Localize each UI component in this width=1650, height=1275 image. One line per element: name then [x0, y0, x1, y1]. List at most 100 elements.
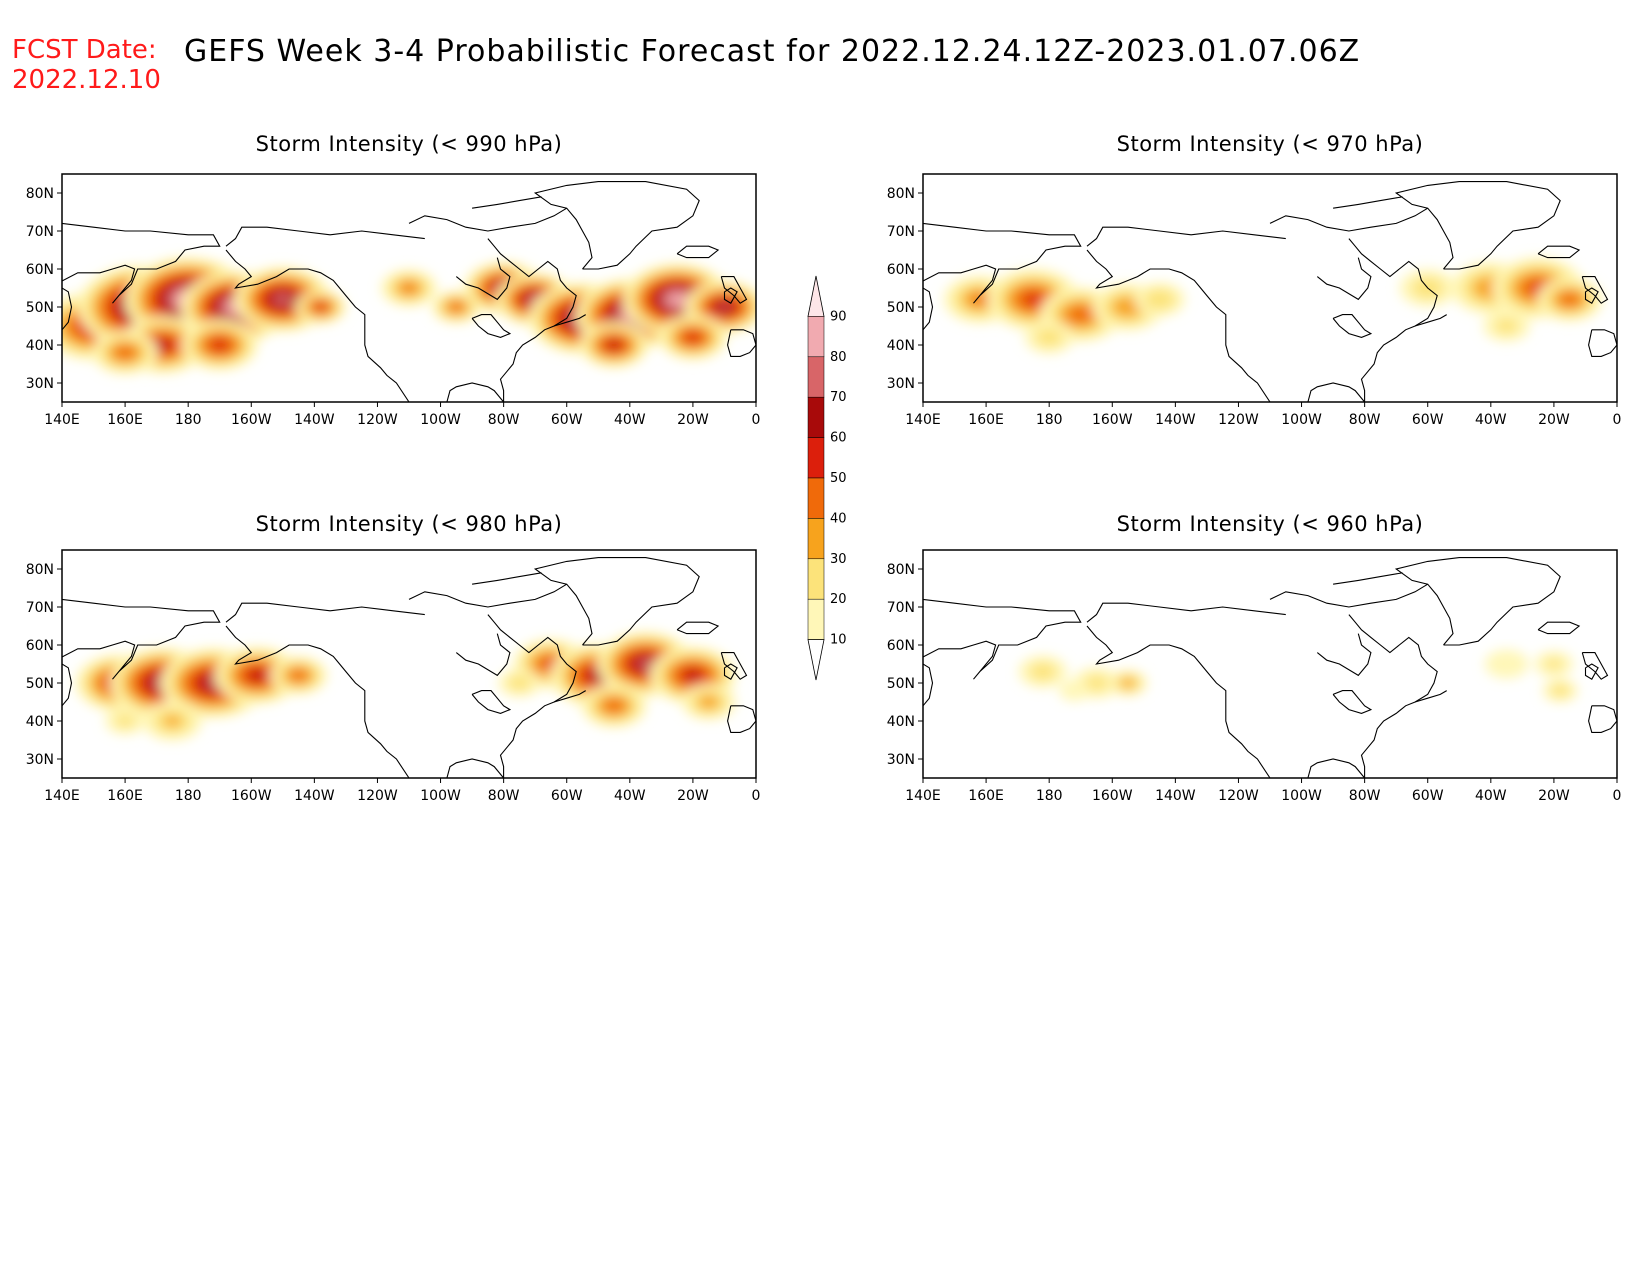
map-frame-p960 [922, 549, 1618, 779]
coastline-p970-2 [1086, 249, 1271, 402]
coastline-p980-8 [720, 652, 748, 680]
prob-contour-p990-6-40 [115, 346, 135, 360]
map-frame-p990 [61, 173, 757, 403]
coastline-p970-7 [1537, 245, 1581, 259]
lon-label-p990-8: 60W [551, 412, 583, 428]
prob-contour-p960-1-20 [1084, 675, 1109, 691]
lon-label-p990-10: 20W [677, 412, 709, 428]
lon-label-p980-10: 20W [677, 788, 709, 804]
colorbar-label-80: 80 [830, 350, 847, 365]
coastline-p990-11 [408, 207, 567, 232]
lat-label-p960-0: 80N [887, 562, 915, 578]
lat-label-p970-3: 50N [887, 300, 915, 316]
prob-contour-p970-1-50 [1024, 293, 1043, 306]
prob-contour-p980-10-60 [686, 671, 699, 680]
lon-label-p990-2: 180 [175, 412, 202, 428]
prob-contour-p990-17-60 [609, 341, 619, 349]
coastline-p980-14 [553, 690, 586, 703]
prob-contour-p980-5-30 [163, 715, 181, 727]
lon-label-p970-8: 60W [1412, 412, 1444, 428]
prob-contour-p990-4-70 [274, 293, 292, 306]
prob-contour-p960-2-30 [1120, 677, 1136, 689]
prob-contour-p970-4-20 [1143, 288, 1176, 310]
coastline-p980-13 [471, 690, 512, 714]
colorbar-swatch-9 [807, 275, 825, 317]
coastline-p980-1 [225, 602, 425, 623]
lon-label-p960-1: 160E [968, 788, 1004, 804]
colorbar-label-40: 40 [830, 511, 847, 526]
coastline-p960-12 [1333, 572, 1403, 585]
map-frame-p980 [61, 549, 757, 779]
prob-contour-p990-5-60 [157, 341, 169, 349]
coastline-p960-4 [1348, 614, 1438, 778]
prob-contour-p990-16-70 [719, 303, 730, 311]
lon-label-p970-5: 120W [1218, 412, 1259, 428]
lat-label-p980-2: 60N [26, 638, 54, 654]
coastline-p970-6 [1394, 181, 1561, 270]
lon-label-p980-8: 60W [551, 788, 583, 804]
coastline-p970-3 [1307, 382, 1366, 402]
coastline-p990-9 [723, 287, 738, 304]
prob-contour-p970-10-20 [1494, 318, 1519, 334]
colorbar-label-90: 90 [830, 309, 847, 324]
coastline-p990-3 [446, 382, 505, 402]
panel-title-970: Storm Intensity (< 970 hPa) [1116, 132, 1424, 156]
prob-contour-p980-12-30 [698, 694, 720, 710]
prob-contour-p960-5-20 [1545, 658, 1563, 670]
panel-title-990: Storm Intensity (< 990 hPa) [255, 132, 563, 156]
lon-label-p960-10: 20W [1538, 788, 1570, 804]
colorbar-swatch-6 [807, 396, 825, 438]
coastline-p980-5 [455, 633, 511, 677]
coastline-p990-2 [225, 249, 410, 402]
coastline-p980-4 [487, 614, 577, 778]
coastline-p960-8 [1581, 652, 1609, 680]
lat-label-p960-4: 40N [887, 714, 915, 730]
lon-label-p960-4: 140W [1155, 788, 1196, 804]
lon-label-p970-4: 140W [1155, 412, 1196, 428]
lon-label-p970-10: 20W [1538, 412, 1570, 428]
page-title: GEFS Week 3-4 Probabilistic Forecast for… [184, 34, 1361, 69]
lon-label-p970-3: 160W [1092, 412, 1133, 428]
coastline-p990-13 [471, 314, 512, 338]
colorbar-swatch-1 [807, 598, 825, 640]
coastline-p980-10 [727, 705, 756, 733]
coastline-p970-14 [1414, 314, 1447, 327]
coastline-p970-1 [1086, 226, 1286, 247]
coastline-p980-12 [472, 572, 542, 585]
coastline-p960-7 [1537, 621, 1581, 635]
lat-label-p970-4: 40N [887, 338, 915, 354]
colorbar-swatch-0 [807, 639, 825, 681]
coastline-p980-7 [676, 621, 720, 635]
coastline-p990-10 [727, 329, 756, 357]
coastline-p990-12 [472, 196, 542, 209]
colorbar-swatch-3 [807, 518, 825, 560]
coastline-p990-7 [676, 245, 720, 259]
colorbar-swatch-7 [807, 356, 825, 398]
panel-title-960: Storm Intensity (< 960 hPa) [1116, 512, 1424, 536]
lon-label-p960-9: 40W [1475, 788, 1507, 804]
lat-label-p970-0: 80N [887, 186, 915, 202]
coastline-p960-10 [1588, 705, 1617, 733]
lon-label-p990-9: 40W [614, 412, 646, 428]
lat-label-p970-1: 70N [887, 224, 915, 240]
coastline-p970-9 [1584, 287, 1599, 304]
prob-contour-p990-8-50 [314, 302, 327, 312]
lon-label-p980-4: 140W [294, 788, 335, 804]
lon-label-p980-11: 0 [752, 788, 761, 804]
lon-label-p960-7: 80W [1349, 788, 1381, 804]
coastline-p980-0 [62, 598, 221, 707]
lat-label-p990-2: 60N [26, 262, 54, 278]
coastline-p970-5 [1316, 257, 1372, 301]
prob-contour-p970-5-20 [1035, 328, 1064, 347]
lat-label-p980-5: 30N [26, 752, 54, 768]
lon-label-p980-3: 160W [231, 788, 272, 804]
coastline-p990-5 [455, 257, 511, 301]
coastline-p970-8 [1581, 276, 1609, 304]
lon-label-p980-7: 80W [488, 788, 520, 804]
prob-contour-p990-10-40 [448, 302, 464, 312]
lon-label-p960-3: 160W [1092, 788, 1133, 804]
lon-label-p960-8: 60W [1412, 788, 1444, 804]
lon-label-p990-1: 160E [107, 412, 143, 428]
coastline-p960-13 [1332, 690, 1373, 714]
